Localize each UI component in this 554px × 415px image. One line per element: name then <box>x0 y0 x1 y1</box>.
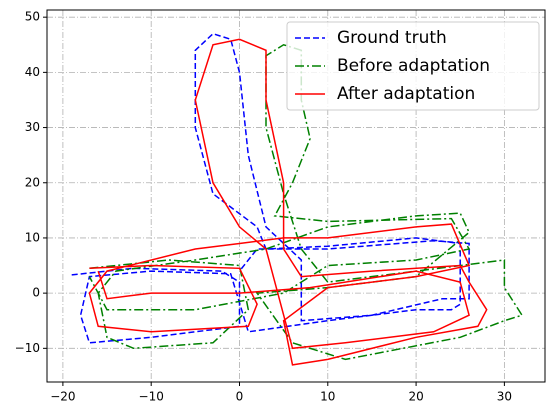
x-tick-label: 20 <box>408 390 423 404</box>
y-tick-label: 10 <box>25 230 40 244</box>
legend-box <box>286 21 540 111</box>
legend-label: Ground truth <box>337 28 447 48</box>
y-tick-label: 50 <box>25 10 40 24</box>
y-tick-label: 20 <box>25 175 40 189</box>
y-tick-label: 30 <box>25 120 40 134</box>
x-tick-label: −20 <box>50 390 75 404</box>
y-tick-label: 0 <box>32 286 40 300</box>
x-tick-label: 30 <box>497 390 512 404</box>
x-tick-label: 10 <box>320 390 335 404</box>
series-line <box>88 43 524 361</box>
legend-label: Before adaptation <box>337 56 490 76</box>
y-tick-label: −10 <box>15 341 40 355</box>
y-tick-label: 40 <box>25 65 40 79</box>
x-tick-label: −10 <box>139 390 164 404</box>
legend-label: After adaptation <box>337 84 475 104</box>
series-line <box>88 38 488 366</box>
plot-frame <box>46 9 546 383</box>
x-tick-label: 0 <box>236 390 244 404</box>
